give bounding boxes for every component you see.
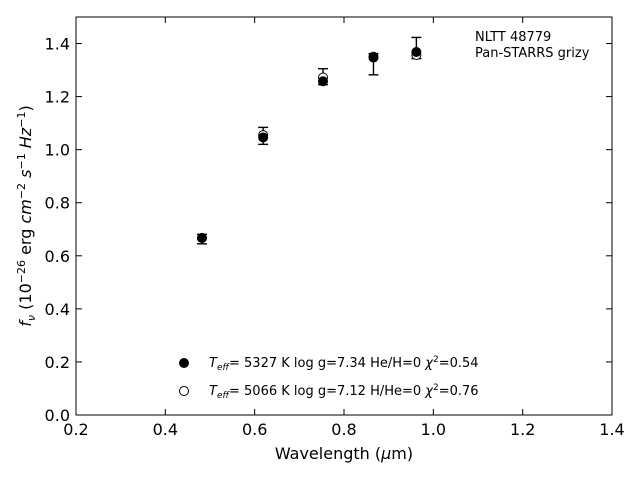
y-tick-label: 0.4	[45, 300, 70, 319]
point-model-filled	[411, 47, 422, 58]
x-tick-label: 1.4	[599, 420, 624, 439]
point-model-filled	[368, 52, 379, 63]
annotation-survey: Pan-STARRS grizy	[475, 46, 590, 61]
point-model-filled	[318, 76, 329, 87]
point-model-filled	[196, 233, 207, 244]
y-tick-label: 1.0	[45, 141, 70, 160]
x-tick-label: 0.6	[242, 420, 267, 439]
point-model-filled	[258, 132, 269, 143]
y-tick-label: 1.2	[45, 88, 70, 107]
x-axis-label: Wavelength (μm)	[275, 444, 413, 463]
legend-marker-open	[179, 386, 189, 396]
legend-label-2: Teff= 5066 K log g=7.12 H/He=0 χ2=0.76	[209, 383, 479, 401]
legend-label-1: Teff= 5327 K log g=7.34 He/H=0 χ2=0.54	[209, 355, 479, 373]
y-tick-label: 0.2	[45, 353, 70, 372]
x-tick-label: 1.0	[421, 420, 446, 439]
y-tick-label: 0.0	[45, 406, 70, 425]
x-tick-label: 1.2	[510, 420, 535, 439]
x-tick-label: 0.4	[153, 420, 178, 439]
plot-frame	[75, 16, 613, 416]
y-tick-label: 0.8	[45, 194, 70, 213]
legend: Teff= 5327 K log g=7.34 He/H=0 χ2=0.54 T…	[179, 355, 479, 401]
y-tick-label: 0.6	[45, 247, 70, 266]
x-tick-label: 0.2	[63, 420, 88, 439]
legend-marker-filled	[179, 358, 189, 368]
x-tick-label: 0.8	[331, 420, 356, 439]
annotation-object: NLTT 48779	[475, 30, 551, 45]
y-axis-label: fν (10−26 erg cm−2 s−1 Hz−1)	[15, 105, 38, 326]
y-tick-label: 1.4	[45, 35, 70, 54]
